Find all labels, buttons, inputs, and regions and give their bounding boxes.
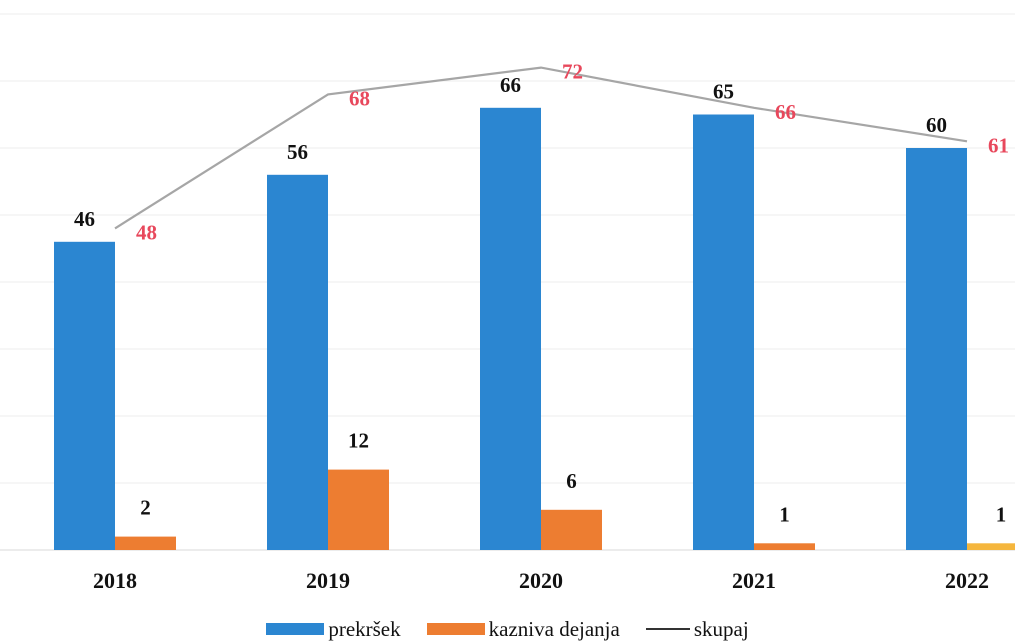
label-kazniva-dejanja-2022: 1 xyxy=(996,502,1007,526)
bar-kazniva-dejanja-2018 xyxy=(115,536,176,550)
total-line xyxy=(114,66,968,230)
bar-kazniva-dejanja-2020 xyxy=(541,509,602,550)
x-tick-2021: 2021 xyxy=(732,568,776,593)
label-prekrsek-2022: 60 xyxy=(926,113,947,137)
legend-item-prekrsek: prekršek xyxy=(266,616,401,642)
bar-kazniva-dejanja-2021 xyxy=(754,543,815,550)
label-prekrsek-2018: 46 xyxy=(74,207,95,231)
label-skupaj-2020: 72 xyxy=(562,60,583,84)
x-tick-2018: 2018 xyxy=(93,568,137,593)
x-tick-2019: 2019 xyxy=(306,568,350,593)
bar-prekrsek-2022 xyxy=(906,148,967,550)
label-kazniva-dejanja-2019: 12 xyxy=(348,429,369,453)
legend-item-kazniva-dejanja: kazniva dejanja xyxy=(426,616,620,642)
label-skupaj-2018: 48 xyxy=(136,220,157,244)
label-skupaj-2022: 61 xyxy=(988,133,1009,157)
label-kazniva-dejanja-2018: 2 xyxy=(140,496,151,520)
x-axis-ticks: 2018 2019 2020 2021 2022 xyxy=(93,568,989,593)
label-prekrsek-2020: 66 xyxy=(500,73,521,97)
label-prekrsek-2021: 65 xyxy=(713,80,734,104)
line-skupaj xyxy=(114,66,968,230)
label-prekrsek-2019: 56 xyxy=(287,140,308,164)
bars xyxy=(54,107,1015,551)
legend-item-skupaj: skupaj xyxy=(645,616,749,642)
bar-prekrsek-2019 xyxy=(267,174,328,551)
legend-label-prekrsek: prekršek xyxy=(328,616,401,641)
legend-swatch-kazniva-dejanja xyxy=(426,623,485,635)
legend-swatch-prekrsek xyxy=(266,623,325,635)
label-skupaj-2021: 66 xyxy=(775,100,796,124)
legend-swatch-skupaj xyxy=(645,628,690,630)
legend-label-kazniva-dejanja: kazniva dejanja xyxy=(488,616,620,641)
legend: prekršek kazniva dejanja skupaj xyxy=(0,615,1015,643)
bar-prekrsek-2021 xyxy=(693,114,754,550)
bar-prekrsek-2018 xyxy=(54,241,115,551)
bar-kazniva-dejanja-2019 xyxy=(328,469,389,550)
label-kazniva-dejanja-2021: 1 xyxy=(779,502,790,526)
x-tick-2022: 2022 xyxy=(945,568,989,593)
bar-prekrsek-2020 xyxy=(480,107,541,551)
label-skupaj-2019: 68 xyxy=(349,86,370,110)
bar-kazniva-dejanja-2022 xyxy=(967,543,1015,550)
legend-label-skupaj: skupaj xyxy=(693,616,749,641)
x-tick-2020: 2020 xyxy=(519,568,563,593)
label-kazniva-dejanja-2020: 6 xyxy=(566,469,577,493)
